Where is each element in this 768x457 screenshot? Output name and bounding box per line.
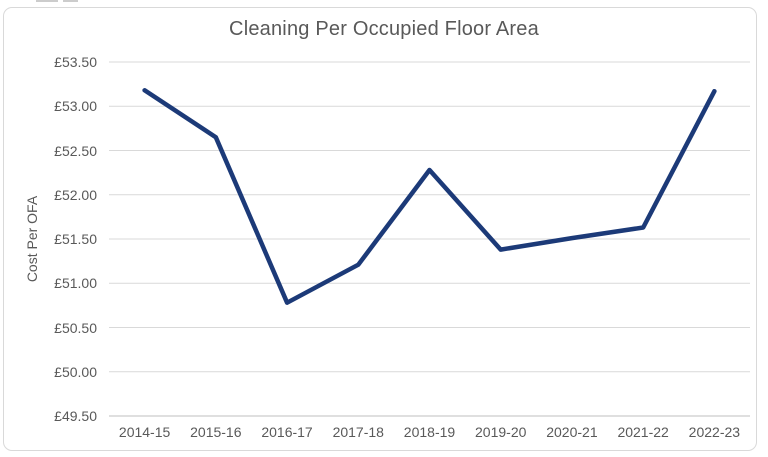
y-tick-label: £50.50 (54, 319, 97, 336)
x-tick-label: 2014-15 (118, 424, 171, 440)
chart-title: Cleaning Per Occupied Floor Area (229, 18, 539, 40)
x-tick-label: 2021-22 (617, 424, 669, 440)
x-tick-label: 2017-18 (332, 424, 384, 440)
x-tick-label: 2020-21 (546, 424, 598, 440)
y-tick-label: £51.00 (54, 275, 97, 292)
x-tick-label: 2018-19 (403, 424, 456, 440)
y-tick-label: £51.50 (54, 231, 97, 247)
x-tick-label: 2022-23 (688, 424, 741, 440)
x-tick-label: 2019-20 (475, 424, 527, 440)
y-tick-label: £52.50 (54, 142, 97, 159)
y-tick-label: £49.50 (54, 408, 97, 424)
screen-edge-artifact (36, 0, 58, 2)
y-tick-label: £50.00 (54, 363, 97, 380)
screen-edge-artifact (63, 0, 78, 2)
x-tick-label: 2016-17 (261, 424, 313, 440)
y-tick-label: £53.50 (54, 54, 97, 70)
x-tick-label: 2015-16 (190, 424, 242, 440)
y-tick-label: £53.00 (54, 98, 97, 115)
series-line (142, 88, 717, 305)
y-tick-label: £52.00 (54, 186, 97, 203)
